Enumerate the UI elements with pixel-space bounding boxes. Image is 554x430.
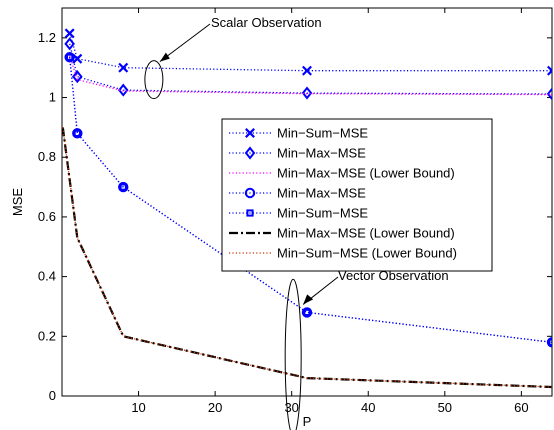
legend-label: Min−Max−MSE	[277, 146, 366, 161]
y-axis-label: MSE	[10, 188, 25, 217]
x-marker	[302, 65, 312, 76]
x-tick-label: 60	[514, 400, 528, 415]
legend-label: Min−Max−MSE	[277, 186, 366, 201]
x-marker	[547, 65, 552, 76]
diamond-marker	[64, 37, 75, 51]
square-marker	[548, 338, 552, 346]
legend-label: Min−Max−MSE (Lower Bound)	[277, 226, 455, 241]
y-tick-label: 0.4	[38, 269, 56, 284]
axes-frame	[61, 7, 553, 397]
x-marker	[245, 128, 255, 138]
series-line	[62, 127, 552, 389]
diamond-marker	[117, 83, 129, 97]
square-marker	[73, 129, 81, 137]
x-tick-label: 40	[361, 400, 375, 415]
square-marker	[119, 183, 127, 191]
x-tick-label: 20	[208, 400, 222, 415]
x-axis-label: P	[303, 414, 312, 429]
square-marker	[246, 209, 254, 217]
legend-label: Min−Max−MSE (Lower Bound)	[277, 166, 455, 181]
x-marker	[64, 28, 75, 39]
y-tick-label: 0.6	[38, 209, 56, 224]
series-line	[69, 55, 552, 96]
vector-observation-ellipse	[284, 278, 302, 430]
legend-label: Min−Sum−MSE	[277, 206, 368, 221]
square-marker	[66, 53, 74, 61]
legend-label: Min−Sum−MSE	[277, 126, 368, 141]
scalar-observation-ellipse	[144, 60, 164, 100]
x-tick-label: 10	[131, 400, 145, 415]
legend-label: Min−Sum−MSE (Lower Bound)	[277, 246, 457, 261]
diamond-marker	[72, 70, 83, 84]
y-tick-label: 1.2	[38, 30, 56, 45]
scalar-observation-label: Scalar Observation	[211, 15, 322, 30]
x-marker	[118, 62, 129, 73]
diamond-marker	[546, 87, 552, 101]
x-tick-label: 30	[284, 400, 298, 415]
series-group	[62, 28, 552, 389]
series-line	[69, 33, 552, 72]
scalar-observation-arrowhead	[159, 52, 170, 62]
plot-area: 10 20 30 40 50 60 0 0.2 0.4 0.6 0.8 1 1.2 Scalar Obse…	[38, 7, 553, 430]
vector-observation-label: Vector Observation	[338, 268, 449, 283]
circle-marker	[118, 181, 129, 193]
x-tick-label: 50	[438, 400, 452, 415]
legend-box	[221, 118, 493, 272]
y-tick-label: 0.2	[38, 328, 56, 343]
series-line	[62, 127, 552, 388]
y-tick-label: 0.8	[38, 149, 56, 164]
legend: Min−Sum−MSE Min−Max−MSE Min−Max−MSE (Lower…	[221, 118, 493, 272]
circle-marker	[244, 187, 256, 199]
series-line	[69, 57, 552, 343]
diamond-marker	[244, 146, 256, 160]
square-marker	[303, 308, 311, 317]
circle-marker	[301, 307, 313, 318]
vector-observation-arrowhead	[303, 294, 314, 305]
y-tick-label: 0	[49, 388, 56, 403]
diamond-marker	[301, 86, 313, 100]
y-tick-label: 1	[49, 90, 56, 105]
scalar-observation-arrow	[159, 23, 211, 63]
